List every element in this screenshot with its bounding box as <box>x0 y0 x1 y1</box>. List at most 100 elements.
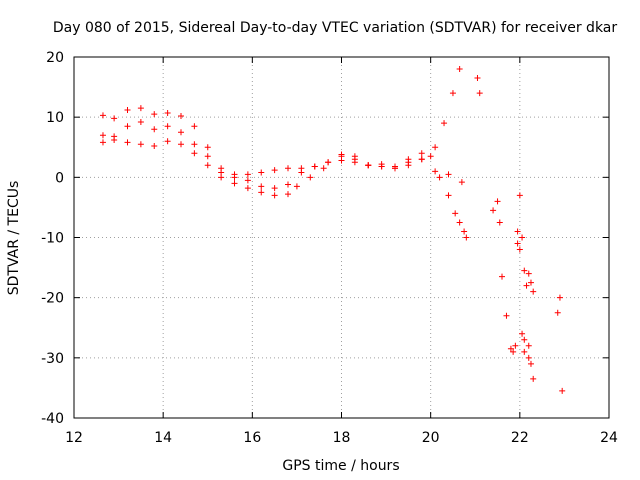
series-track-c <box>99 137 470 241</box>
y-tick-label: 20 <box>46 50 64 66</box>
data-point <box>490 207 497 214</box>
data-point <box>441 120 448 127</box>
data-point <box>124 139 131 146</box>
x-tick-label: 22 <box>511 430 529 446</box>
data-point <box>514 240 521 247</box>
data-point <box>99 139 106 146</box>
tick-layer: 12 14 16 18 20 22 24 -40 -30 -20 -10 0 10 20 <box>41 50 618 446</box>
data-point <box>231 180 238 187</box>
data-point <box>445 192 452 199</box>
series-track-b <box>99 66 463 181</box>
data-point <box>285 165 291 172</box>
data-point <box>204 144 211 151</box>
data-point <box>285 191 291 198</box>
data-point <box>204 153 211 160</box>
data-point <box>151 143 158 150</box>
data-point <box>124 106 131 113</box>
y-tick-label: -20 <box>41 291 64 307</box>
data-point <box>521 267 528 274</box>
data-point <box>244 177 251 184</box>
data-point <box>512 342 519 349</box>
data-point <box>293 183 300 190</box>
data-point <box>178 141 184 148</box>
data-point <box>307 174 314 181</box>
data-point <box>351 159 358 166</box>
data-point <box>325 159 332 166</box>
data-point <box>191 141 198 148</box>
series-layer <box>99 66 566 394</box>
data-point <box>556 294 563 301</box>
data-point <box>365 162 372 169</box>
data-point <box>392 165 398 172</box>
data-point <box>418 150 425 157</box>
data-point <box>461 228 468 235</box>
data-point <box>432 144 439 151</box>
data-point <box>474 75 481 82</box>
data-point <box>527 279 534 286</box>
data-point <box>178 129 184 136</box>
data-point <box>456 219 463 226</box>
data-point <box>191 123 198 130</box>
data-point <box>311 163 318 170</box>
data-point <box>285 181 291 188</box>
data-point <box>418 156 425 163</box>
data-point <box>476 90 483 97</box>
data-point <box>405 156 412 163</box>
data-point <box>338 157 345 164</box>
data-point <box>525 270 532 277</box>
data-point <box>503 312 510 319</box>
data-point <box>521 348 528 355</box>
data-point <box>494 198 501 205</box>
data-point <box>519 234 526 241</box>
y-tick-label: -40 <box>41 411 64 427</box>
data-point <box>271 167 278 174</box>
x-tick-label: 16 <box>243 430 261 446</box>
x-axis-label: GPS time / hours <box>282 458 399 474</box>
data-point <box>320 165 327 172</box>
data-point <box>525 354 532 361</box>
data-point <box>258 169 265 176</box>
data-point <box>258 183 265 190</box>
data-point <box>231 174 238 181</box>
data-point <box>458 179 465 186</box>
data-point <box>271 192 278 199</box>
data-point <box>151 111 158 118</box>
data-point <box>499 273 505 280</box>
data-point <box>405 162 412 169</box>
data-point <box>378 163 385 170</box>
data-point <box>530 288 537 295</box>
data-point <box>244 171 251 178</box>
data-point <box>530 375 537 382</box>
series-scattered <box>474 75 566 394</box>
data-point <box>137 141 144 148</box>
data-point <box>510 348 517 355</box>
data-point <box>204 162 211 169</box>
y-tick-label: 10 <box>46 110 64 126</box>
data-point <box>456 66 463 73</box>
data-point <box>519 330 526 337</box>
data-point <box>449 90 456 97</box>
y-tick-label: 0 <box>55 170 64 186</box>
data-point <box>111 137 118 144</box>
y-tick-label: -10 <box>41 231 64 247</box>
data-point <box>496 219 503 226</box>
data-point <box>351 153 358 160</box>
chart-title: Day 080 of 2015, Sidereal Day-to-day VTE… <box>53 20 618 36</box>
data-point <box>218 174 225 181</box>
data-point <box>514 228 521 235</box>
data-point <box>523 282 530 289</box>
data-point <box>445 171 452 178</box>
data-point <box>151 126 158 133</box>
data-point <box>507 345 514 352</box>
y-tick-label: -30 <box>41 351 64 367</box>
data-point <box>99 132 106 139</box>
data-point <box>436 174 443 181</box>
data-point <box>258 189 265 196</box>
data-point <box>521 336 528 343</box>
data-point <box>191 150 198 157</box>
data-point <box>432 168 439 175</box>
data-point <box>124 123 131 130</box>
data-point <box>137 105 144 112</box>
x-tick-label: 24 <box>600 430 618 446</box>
data-point <box>244 185 251 192</box>
